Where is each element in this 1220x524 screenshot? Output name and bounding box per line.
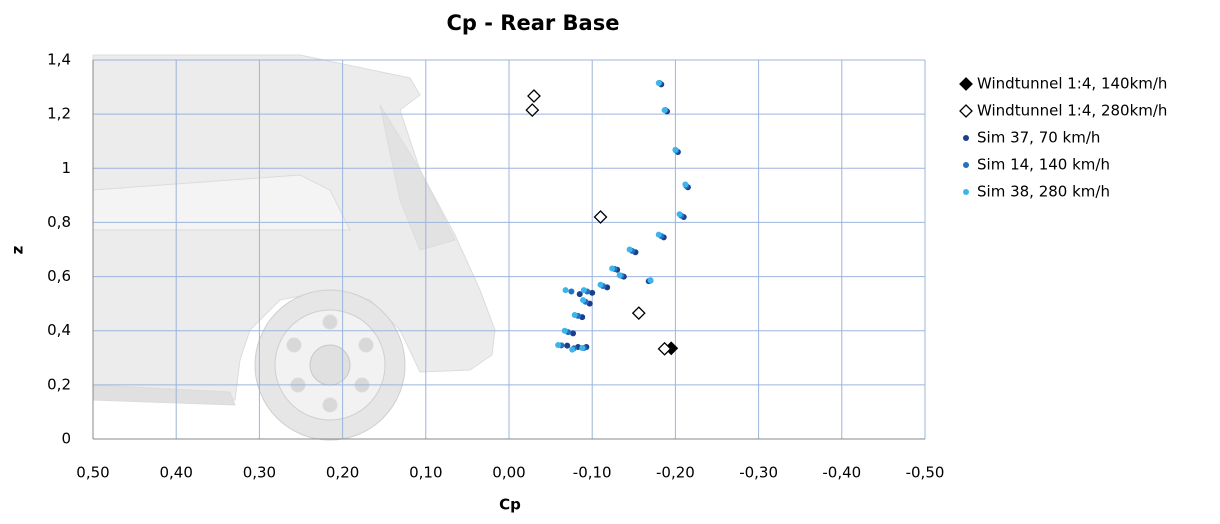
x-tick-label: 0,00: [492, 464, 525, 482]
point: [576, 291, 583, 298]
point: [561, 327, 568, 334]
point: [657, 341, 672, 356]
point: [655, 80, 662, 87]
x-tick-label: -0,50: [906, 464, 945, 482]
legend-label: Sim 37, 70 km/h: [977, 129, 1100, 147]
point: [564, 342, 571, 349]
point: [562, 287, 569, 294]
point: [631, 306, 646, 321]
point: [655, 231, 662, 238]
x-axis-label: Cp: [499, 496, 521, 514]
point: [682, 181, 689, 188]
point: [626, 246, 633, 253]
car-background: [92, 54, 496, 441]
point: [593, 210, 608, 224]
y-tick-label: 0,4: [47, 321, 71, 339]
point: [527, 89, 541, 103]
y-tick-label: 0,8: [47, 213, 71, 231]
x-tick-label: 0,30: [243, 464, 276, 482]
y-axis-label: z: [9, 245, 27, 254]
legend-marker: [963, 189, 969, 195]
legend-marker: [959, 77, 973, 91]
point: [589, 289, 596, 296]
y-tick-label: 0,2: [47, 375, 71, 393]
point: [555, 342, 562, 349]
x-tick-label: -0,40: [822, 464, 861, 482]
point: [616, 272, 623, 279]
point: [661, 107, 668, 114]
point: [597, 281, 604, 288]
legend-label: Windtunnel 1:4, 140km/h: [977, 75, 1167, 93]
point: [571, 312, 578, 319]
y-tick-label: 1: [61, 159, 71, 177]
y-tick-label: 0,6: [47, 267, 71, 285]
x-tick-label: 0,50: [76, 464, 109, 482]
x-tick-label: 0,20: [326, 464, 359, 482]
x-tick-label: -0,30: [739, 464, 778, 482]
point: [580, 287, 587, 294]
point: [672, 146, 679, 153]
legend-label: Windtunnel 1:4, 280km/h: [977, 102, 1167, 120]
point: [579, 345, 586, 352]
legend-label: Sim 14, 140 km/h: [977, 156, 1110, 174]
x-tick-label: 0,40: [159, 464, 192, 482]
x-tick-label: -0,10: [573, 464, 612, 482]
y-tick-label: 0: [61, 430, 71, 448]
legend-label: Sim 38, 280 km/h: [977, 183, 1110, 201]
point: [570, 330, 577, 337]
legend-marker: [959, 104, 973, 118]
legend-marker: [963, 135, 969, 141]
point: [647, 277, 654, 284]
point: [569, 346, 576, 353]
y-tick-label: 1,4: [47, 51, 71, 69]
x-tick-label: 0,10: [409, 464, 442, 482]
legend-marker: [963, 162, 969, 168]
point: [580, 297, 587, 304]
chart-title: Cp - Rear Base: [447, 11, 620, 35]
point: [525, 103, 540, 118]
point: [568, 288, 575, 295]
point: [609, 265, 616, 272]
x-tick-label: -0,20: [656, 464, 695, 482]
point: [676, 211, 683, 218]
y-tick-label: 1,2: [47, 105, 71, 123]
